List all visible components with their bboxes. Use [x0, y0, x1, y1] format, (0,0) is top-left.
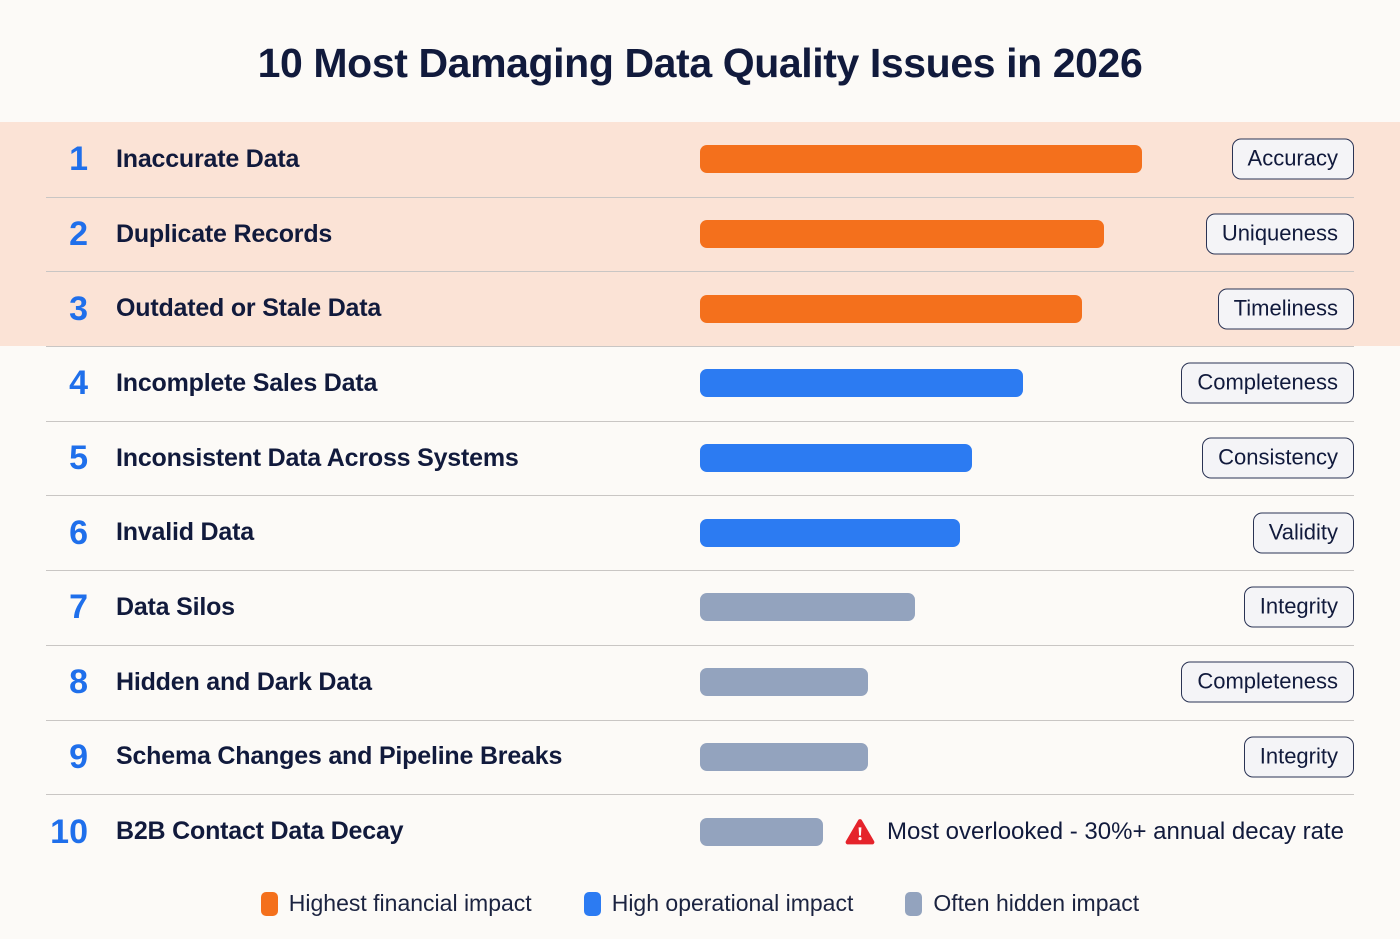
- issue-label: Data Silos: [116, 592, 235, 621]
- dimension-tag: Completeness: [1181, 362, 1354, 404]
- dimension-tag: Accuracy: [1231, 138, 1354, 180]
- legend-swatch-icon: [905, 891, 923, 916]
- issue-label: Outdated or Stale Data: [116, 294, 382, 323]
- issue-label: Duplicate Records: [116, 219, 333, 248]
- legend-label: Often hidden impact: [933, 890, 1140, 916]
- impact-bar: [700, 220, 1104, 249]
- legend-item: Highest financial impact: [260, 890, 532, 917]
- rank-number: 4: [69, 364, 88, 403]
- warning-triangle-icon: [845, 819, 875, 845]
- table-row: 2 Duplicate Records Uniqueness: [0, 196, 1400, 272]
- title-area: 10 Most Damaging Data Quality Issues in …: [0, 0, 1400, 122]
- impact-bar: [700, 742, 868, 771]
- rank-number: 3: [69, 289, 88, 328]
- issue-label: Incomplete Sales Data: [116, 368, 378, 397]
- table-row: 6 Invalid Data Validity: [0, 495, 1400, 570]
- impact-bar: [700, 593, 915, 622]
- bar-zone: [700, 421, 1400, 496]
- impact-bar: [700, 145, 1142, 174]
- row-note: Most overlooked - 30%+ annual decay rate: [845, 818, 1344, 846]
- legend-label: Highest financial impact: [288, 890, 532, 916]
- dimension-tag: Integrity: [1243, 586, 1354, 628]
- impact-bar: [700, 369, 1023, 398]
- rank-number: 5: [69, 439, 88, 478]
- rank-number: 8: [69, 663, 88, 702]
- rank-number: 7: [69, 588, 88, 627]
- impact-bar: [700, 444, 972, 473]
- row-note-text: Most overlooked - 30%+ annual decay rate: [887, 817, 1344, 845]
- table-row: 5 Inconsistent Data Across Systems Consist…: [0, 420, 1400, 496]
- issue-label: Inaccurate Data: [116, 144, 300, 173]
- bar-zone: [700, 645, 1400, 720]
- rank-number: 10: [50, 812, 88, 851]
- issue-label: Invalid Data: [116, 518, 254, 547]
- table-row: 1 Inaccurate Data Accuracy: [0, 122, 1400, 197]
- dimension-tag: Validity: [1252, 512, 1354, 554]
- table-row: 9 Schema Changes and Pipeline Breaks Integ…: [0, 719, 1400, 795]
- bar-zone: [700, 346, 1400, 421]
- bar-zone: [700, 122, 1400, 197]
- dimension-tag: Consistency: [1202, 437, 1354, 479]
- impact-bar: [700, 518, 960, 547]
- rank-number: 9: [69, 737, 88, 776]
- issues-list: 1 Inaccurate Data Accuracy 2 Duplicate Recor…: [0, 122, 1400, 869]
- rank-number: 6: [69, 513, 88, 552]
- issue-label: B2B Contact Data Decay: [116, 817, 404, 846]
- bar-zone: [700, 495, 1400, 570]
- legend-swatch-icon: [260, 891, 278, 916]
- table-row: 4 Incomplete Sales Data Completeness: [0, 346, 1400, 421]
- bar-zone: [700, 570, 1400, 645]
- issue-label: Inconsistent Data Across Systems: [116, 443, 519, 472]
- legend-swatch-icon: [583, 891, 601, 916]
- table-row: 3 Outdated or Stale Data Timeliness: [0, 271, 1400, 346]
- dimension-tag: Uniqueness: [1205, 213, 1354, 255]
- table-row: 10 B2B Contact Data Decay Most overlooked …: [0, 794, 1400, 869]
- bar-zone: Most overlooked - 30%+ annual decay rate: [700, 794, 1400, 869]
- issue-label: Schema Changes and Pipeline Breaks: [116, 742, 563, 771]
- legend-item: Often hidden impact: [905, 890, 1139, 917]
- table-row: 7 Data Silos Integrity: [0, 570, 1400, 645]
- bar-zone: [700, 720, 1400, 795]
- bar-zone: [700, 197, 1400, 272]
- table-row: 8 Hidden and Dark Data Completeness: [0, 644, 1400, 720]
- issue-label: Hidden and Dark Data: [116, 667, 372, 696]
- page-title: 10 Most Damaging Data Quality Issues in …: [257, 39, 1143, 86]
- bar-zone: [700, 271, 1400, 346]
- legend: Highest financial impact High operational…: [0, 890, 1400, 917]
- impact-bar: [700, 294, 1082, 323]
- impact-bar: [700, 817, 823, 846]
- dimension-tag: Completeness: [1181, 661, 1354, 703]
- dimension-tag: Timeliness: [1217, 288, 1354, 330]
- rank-number: 2: [69, 215, 88, 254]
- legend-item: High operational impact: [583, 890, 854, 917]
- rank-number: 1: [69, 140, 88, 179]
- impact-bar: [700, 668, 868, 697]
- dimension-tag: Integrity: [1243, 736, 1354, 778]
- legend-label: High operational impact: [611, 890, 854, 916]
